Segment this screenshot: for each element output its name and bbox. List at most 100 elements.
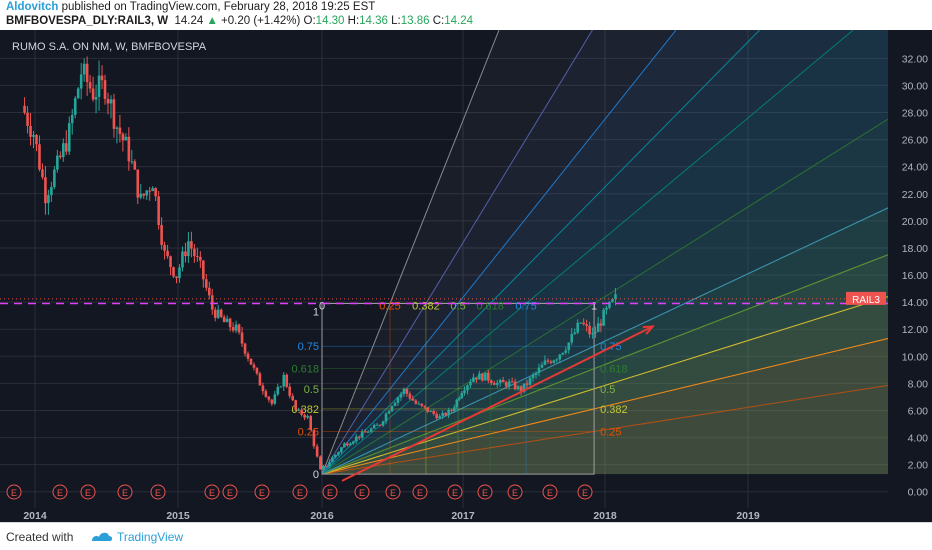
fib-speed-fan[interactable] (321, 30, 889, 475)
candle-body (340, 447, 343, 453)
earnings-marker[interactable]: E (292, 484, 308, 500)
price-axis[interactable] (888, 30, 932, 508)
earnings-marker-label: E (452, 488, 458, 498)
candle-body (472, 377, 475, 383)
fan-line-lower[interactable] (321, 384, 889, 475)
price-tick-label: 6.00 (908, 405, 929, 417)
earnings-marker[interactable]: E (412, 484, 428, 500)
fan-line[interactable] (321, 30, 854, 475)
candle-body (44, 177, 47, 204)
candle-body (375, 424, 379, 426)
candle-body (142, 193, 146, 196)
earnings-marker-label: E (227, 488, 233, 498)
candle-body (576, 322, 579, 333)
candle-body (181, 251, 184, 268)
candle-body (602, 309, 605, 326)
earnings-marker-circle (447, 484, 463, 500)
earnings-marker-label: E (390, 488, 396, 498)
earnings-marker[interactable]: E (322, 484, 338, 500)
candle-body (145, 190, 149, 196)
fan-line-lower[interactable] (321, 338, 889, 475)
candle-body (369, 428, 373, 432)
candle-body (213, 309, 217, 318)
earnings-marker-circle (6, 484, 22, 500)
candle-body (481, 373, 484, 381)
candle-body (516, 386, 520, 390)
candle-body (567, 342, 571, 351)
price-tick-label: 2.00 (908, 460, 929, 472)
created-with-text: Created with (6, 530, 74, 544)
candle-body (357, 436, 361, 438)
candle-body (498, 379, 502, 383)
earnings-marker[interactable]: E (577, 484, 593, 500)
fan-line-lower[interactable] (321, 254, 889, 475)
candle-body (306, 415, 309, 418)
earnings-marker[interactable]: E (477, 484, 493, 500)
candle-body (334, 454, 337, 458)
fan-line[interactable] (321, 30, 760, 475)
tradingview-logo-icon[interactable] (90, 529, 114, 543)
candle-body (288, 386, 292, 396)
fib-level-label-top: 0.25 (379, 300, 400, 312)
candle-body (157, 196, 160, 225)
earnings-marker[interactable]: E (204, 484, 220, 500)
earnings-marker[interactable]: E (80, 484, 96, 500)
trend-arrow-line[interactable] (341, 325, 654, 482)
fan-line[interactable] (321, 30, 500, 475)
earnings-marker[interactable]: E (385, 484, 401, 500)
candle-body (363, 431, 367, 433)
earnings-marker-circle (542, 484, 558, 500)
earnings-marker[interactable]: E (542, 484, 558, 500)
candle-body (309, 415, 312, 431)
candle-body (546, 360, 550, 362)
earnings-marker[interactable]: E (117, 484, 133, 500)
fan-line[interactable] (321, 30, 593, 475)
earnings-marker[interactable]: E (222, 484, 238, 500)
earnings-marker-circle (117, 484, 133, 500)
time-axis[interactable] (0, 508, 932, 522)
year-tick-label: 2018 (593, 510, 617, 522)
candle-body (26, 112, 29, 126)
candle-body (124, 136, 128, 141)
earnings-marker[interactable]: E (52, 484, 68, 500)
price-chart[interactable]: 0.25 0.25 0.25 0.382 0.382 0.382 0.5 0.5 0.5 0.61… (0, 30, 932, 522)
footer: Created with TradingView (0, 522, 932, 550)
fan-line[interactable] (321, 30, 677, 475)
earnings-marker-label: E (209, 488, 215, 498)
earnings-marker[interactable]: E (150, 484, 166, 500)
candle-body (216, 309, 220, 318)
candle-body (561, 352, 565, 355)
candle-body (405, 388, 409, 394)
published-text: published on TradingView.com, February 2… (58, 1, 376, 13)
tradingview-brand-link[interactable]: TradingView (117, 530, 184, 544)
candle-body (399, 393, 403, 398)
candle-body (190, 241, 193, 249)
candle-body (234, 324, 238, 331)
price-tick-label: 4.00 (908, 433, 929, 445)
candle-body (366, 431, 370, 433)
earnings-marker[interactable]: E (254, 484, 270, 500)
author-link[interactable]: Aldovitch (6, 1, 59, 13)
earnings-marker[interactable]: E (447, 484, 463, 500)
candle-body (97, 75, 101, 97)
fan-line[interactable] (321, 118, 889, 475)
trend-arrow-head[interactable] (642, 325, 655, 335)
fan-line-lower[interactable] (321, 207, 889, 475)
candle-body (337, 452, 340, 455)
candle-body (73, 98, 77, 115)
candle-body (29, 125, 32, 137)
earnings-marker[interactable]: E (507, 484, 523, 500)
candle-body (390, 405, 394, 412)
candle-body (453, 407, 456, 411)
candle-body (331, 457, 334, 463)
candle-body (414, 400, 418, 404)
candle-body (552, 360, 556, 363)
candle-body (393, 402, 397, 406)
candle-body (360, 431, 364, 438)
earnings-marker[interactable]: E (6, 484, 22, 500)
candle-body (276, 386, 280, 395)
candle-body (109, 99, 113, 104)
candle-body (88, 82, 92, 89)
price-tick-label: 24.00 (902, 162, 928, 174)
earnings-marker[interactable]: E (354, 484, 370, 500)
